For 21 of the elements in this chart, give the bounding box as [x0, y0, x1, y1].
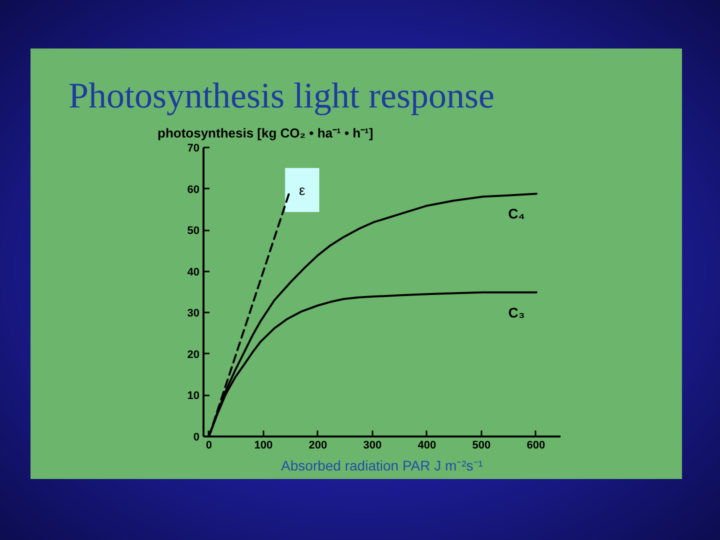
series-label: C₃ [508, 304, 525, 320]
y-tick-label: 10 [187, 390, 200, 402]
y-tick-label: 50 [187, 225, 200, 238]
y-tick-label: 60 [187, 184, 200, 196]
x-tick-label: 500 [472, 440, 491, 452]
x-tick-label: 400 [418, 440, 436, 452]
x-tick-label: 0 [206, 440, 212, 452]
x-tick-label: 200 [308, 440, 328, 452]
series-label: ε [299, 182, 306, 198]
x-axis-title: Absorbed radiation PAR J m⁻²s⁻¹ [281, 458, 484, 474]
x-tick-label: 600 [526, 440, 546, 452]
x-tick-label: 300 [363, 440, 382, 452]
chart-title: Photosynthesis light response [68, 76, 495, 116]
y-axis-title: photosynthesis [kg CO₂ • ha⁻¹ • h⁻¹] [158, 126, 374, 140]
y-tick-label: 40 [187, 266, 200, 278]
x-tick-label: 100 [254, 440, 273, 452]
y-tick-label: 20 [187, 348, 200, 361]
y-tick-label: 0 [193, 432, 200, 444]
y-tick-label: 30 [187, 308, 200, 320]
series-label: C₄ [508, 206, 525, 222]
y-tick-label: 70 [187, 142, 200, 154]
